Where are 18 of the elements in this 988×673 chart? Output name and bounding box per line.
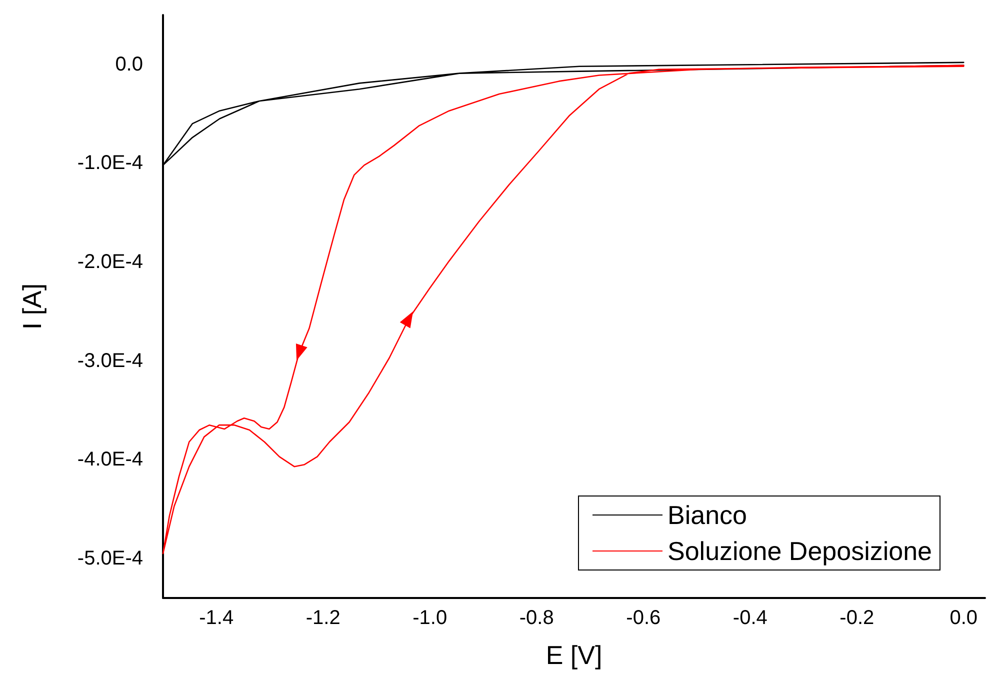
- legend-label: Bianco: [667, 500, 747, 530]
- y-tick-label: -1.0E-4: [77, 152, 143, 174]
- legend-label: Soluzione Deposizione: [667, 536, 932, 566]
- x-tick-label: -0.4: [732, 607, 768, 629]
- x-tick-label: -0.8: [519, 607, 554, 629]
- x-tick-label: 0.0: [950, 607, 978, 629]
- y-tick-label: 0.0: [115, 53, 143, 76]
- y-tick-label: -3.0E-4: [77, 350, 143, 372]
- x-tick-label: -1.0: [412, 607, 448, 629]
- y-tick-label: -5.0E-4: [77, 547, 143, 570]
- x-tick-label: -1.2: [306, 607, 340, 629]
- x-tick-label: -0.6: [626, 607, 661, 629]
- y-tick-label: -2.0E-4: [77, 251, 143, 274]
- y-axis-title: I [A]: [17, 283, 47, 330]
- x-axis-title: E [V]: [546, 640, 602, 670]
- x-tick-label: -1.4: [199, 607, 234, 629]
- x-tick-label: -0.2: [840, 607, 874, 629]
- y-tick-label: -4.0E-4: [77, 448, 143, 471]
